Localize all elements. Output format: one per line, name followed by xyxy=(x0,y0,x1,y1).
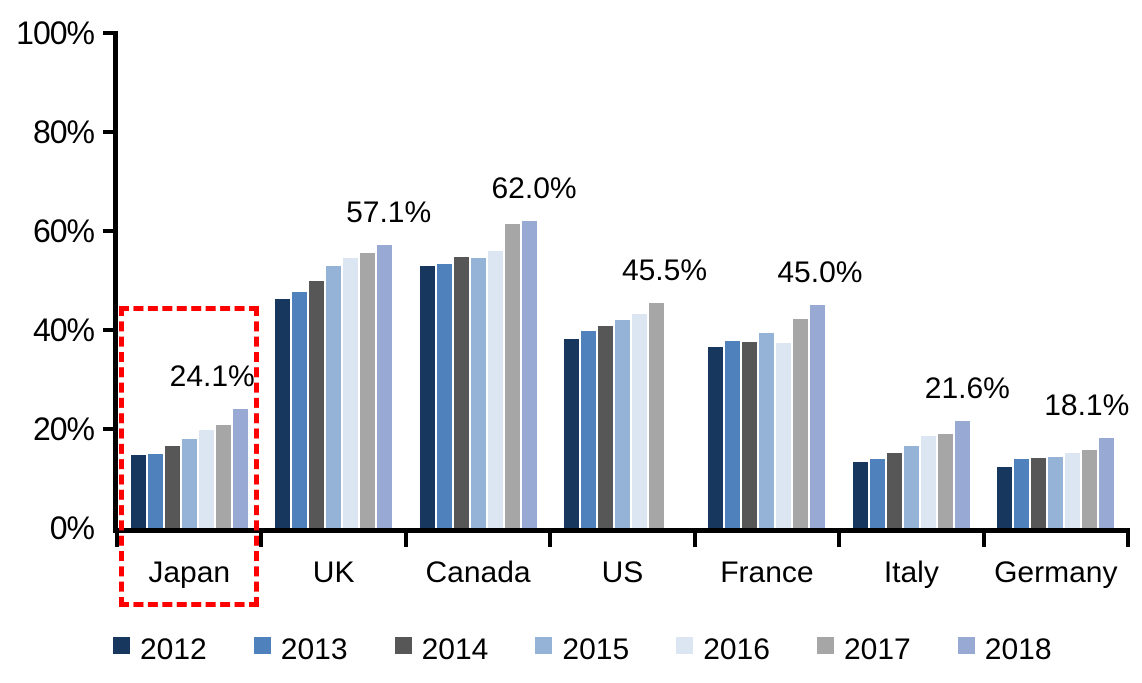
category-label-canada: Canada xyxy=(425,556,531,589)
category-label-japan: Japan xyxy=(148,556,231,589)
bar-italy-2014 xyxy=(886,453,902,528)
bar-italy-2012 xyxy=(852,462,868,528)
bar-uk-2017 xyxy=(360,252,376,528)
bar-italy-2016 xyxy=(920,435,936,528)
bar-france-2017 xyxy=(793,318,809,528)
legend-label-2018: 2018 xyxy=(984,633,1052,666)
value-label-japan: 24.1% xyxy=(169,359,255,393)
legend-label-2017: 2017 xyxy=(844,633,911,666)
x-axis-tick-mark xyxy=(259,533,264,547)
legend-label-2015: 2015 xyxy=(562,633,630,666)
legend-swatch-2014 xyxy=(394,637,412,654)
bar-japan-2018 xyxy=(232,408,248,528)
bar-germany-2014 xyxy=(1031,458,1047,528)
bar-france-2016 xyxy=(776,343,792,528)
bar-italy-2018 xyxy=(954,421,970,528)
category-label-us: US xyxy=(601,556,644,589)
y-axis-tick-label: 100% xyxy=(16,15,95,51)
value-label-france: 45.0% xyxy=(777,256,863,290)
bar-uk-2018 xyxy=(377,245,393,528)
value-label-germany: 18.1% xyxy=(1044,389,1130,423)
bar-japan-2017 xyxy=(215,424,231,528)
x-axis-tick-mark xyxy=(1126,533,1130,547)
bar-canada-2018 xyxy=(521,221,537,528)
category-label-germany: Germany xyxy=(994,556,1118,589)
x-axis-tick-mark xyxy=(981,533,986,547)
bar-germany-2012 xyxy=(997,466,1013,528)
bar-uk-2014 xyxy=(309,281,325,528)
bar-italy-2017 xyxy=(937,434,953,528)
legend-label-2013: 2013 xyxy=(280,633,348,666)
bar-france-2013 xyxy=(725,341,741,528)
bar-italy-2013 xyxy=(869,458,885,528)
y-axis-tick-mark xyxy=(103,229,117,233)
bar-japan-2015 xyxy=(181,438,197,528)
bar-us-2014 xyxy=(597,325,613,528)
bar-uk-2013 xyxy=(292,292,308,528)
y-axis-tick-mark xyxy=(103,427,117,431)
bar-france-2018 xyxy=(810,305,826,528)
bar-uk-2016 xyxy=(343,257,359,528)
bar-germany-2015 xyxy=(1048,456,1064,528)
bar-germany-2016 xyxy=(1065,453,1081,528)
bar-us-2015 xyxy=(614,320,630,528)
bar-canada-2017 xyxy=(504,224,520,528)
bar-germany-2013 xyxy=(1014,459,1030,528)
legend-swatch-2017 xyxy=(817,637,834,654)
bar-us-2017 xyxy=(648,302,664,528)
bar-germany-2017 xyxy=(1082,450,1098,528)
legend-label-2014: 2014 xyxy=(421,633,489,666)
bar-us-2013 xyxy=(580,330,596,528)
y-axis-tick-mark xyxy=(103,328,117,332)
legend-label-2016: 2016 xyxy=(703,633,770,666)
bar-italy-2015 xyxy=(903,445,919,528)
y-axis-tick-mark xyxy=(103,130,117,134)
legend-swatch-2016 xyxy=(676,637,694,654)
legend-label-2012: 2012 xyxy=(140,633,207,666)
bar-canada-2013 xyxy=(436,264,452,528)
bar-canada-2016 xyxy=(487,250,503,528)
bar-us-2016 xyxy=(631,313,647,528)
bar-canada-2015 xyxy=(470,257,486,528)
bar-france-2014 xyxy=(742,342,758,528)
bar-germany-2018 xyxy=(1099,438,1115,528)
bar-uk-2015 xyxy=(326,265,342,528)
y-axis-tick-label: 40% xyxy=(32,312,95,348)
category-label-italy: Italy xyxy=(883,556,939,589)
bar-japan-2014 xyxy=(164,446,180,528)
bar-japan-2013 xyxy=(147,453,163,528)
bar-japan-2012 xyxy=(130,454,146,528)
bar-japan-2016 xyxy=(198,429,214,528)
value-label-italy: 21.6% xyxy=(924,372,1010,406)
value-label-us: 45.5% xyxy=(621,253,708,287)
x-axis-tick-mark xyxy=(403,533,408,547)
legend-swatch-2018 xyxy=(957,637,975,654)
category-label-france: France xyxy=(720,556,814,589)
category-label-uk: UK xyxy=(312,556,355,589)
y-axis-tick-label: 20% xyxy=(32,411,95,447)
bar-us-2012 xyxy=(563,338,579,528)
highlight-box-japan xyxy=(119,306,259,607)
x-axis-line xyxy=(113,528,1130,533)
y-axis-tick-mark xyxy=(103,31,117,35)
legend-swatch-2015 xyxy=(535,637,553,654)
bar-canada-2012 xyxy=(419,266,435,528)
y-axis-tick-label: 80% xyxy=(32,114,95,150)
value-label-canada: 62.0% xyxy=(491,172,577,206)
x-axis-tick-mark xyxy=(837,533,842,547)
bar-france-2015 xyxy=(759,333,775,528)
bar-france-2012 xyxy=(708,347,724,528)
legend-swatch-2012 xyxy=(113,637,130,654)
x-axis-tick-mark xyxy=(692,533,697,547)
x-axis-tick-mark xyxy=(548,533,553,547)
x-axis-tick-mark xyxy=(115,533,119,547)
y-axis-tick-label: 0% xyxy=(49,510,95,546)
value-label-uk: 57.1% xyxy=(346,196,432,230)
legend-swatch-2013 xyxy=(253,637,271,654)
y-axis-line xyxy=(113,31,118,533)
bar-uk-2012 xyxy=(275,299,291,528)
bar-canada-2014 xyxy=(453,256,469,528)
y-axis-tick-label: 60% xyxy=(32,213,95,249)
